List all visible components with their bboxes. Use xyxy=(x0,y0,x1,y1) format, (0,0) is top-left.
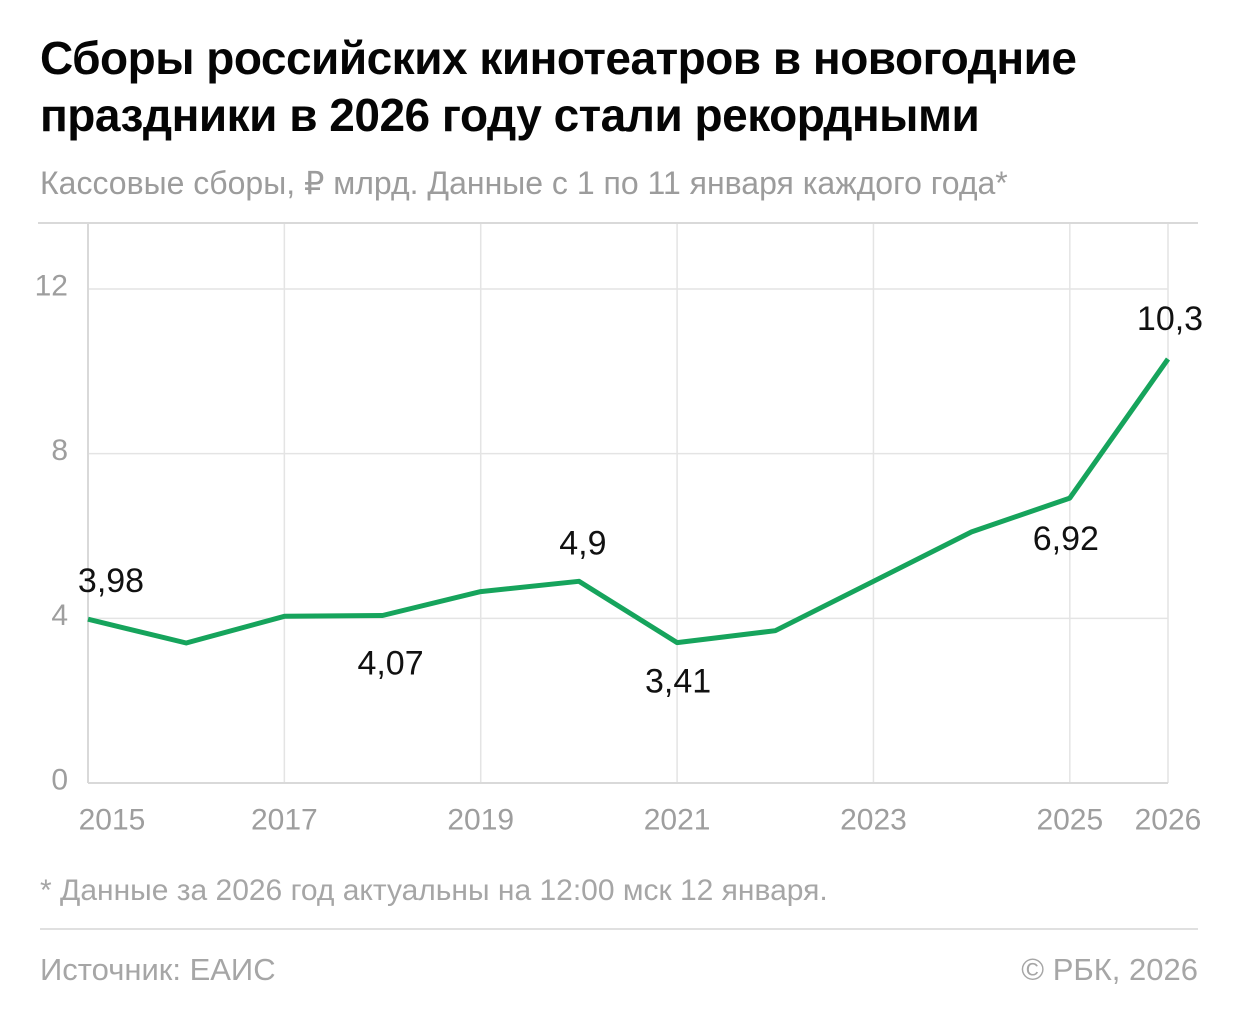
point-label: 3,41 xyxy=(645,663,711,701)
point-label: 4,9 xyxy=(559,524,606,562)
x-tick-label: 2021 xyxy=(644,804,711,837)
x-tick-label: 2023 xyxy=(840,804,907,837)
y-tick-label: 12 xyxy=(35,270,68,303)
chart-subtitle: Кассовые сборы, ₽ млрд. Данные с 1 по 11… xyxy=(40,165,1008,201)
x-tick-label: 2026 xyxy=(1135,804,1202,837)
footer-divider xyxy=(40,928,1198,930)
x-tick-label: 2025 xyxy=(1036,804,1103,837)
y-tick-label: 8 xyxy=(51,434,68,467)
point-label: 6,92 xyxy=(1033,520,1099,558)
x-tick-label: 2019 xyxy=(447,804,514,837)
chart-area: 0 4 8 12 2015 2017 2019 2021 2023 2025 2026 3,98 4,0… xyxy=(35,222,1203,837)
x-tick-label: 2017 xyxy=(251,804,318,837)
point-label: 3,98 xyxy=(78,562,144,600)
series-line xyxy=(87,357,1171,646)
footnote: * Данные за 2026 год актуальны на 12:00 … xyxy=(40,874,828,907)
y-tick-label: 4 xyxy=(51,599,68,632)
source-label: Источник: ЕАИС xyxy=(40,952,276,987)
page-title: Сборы российских кинотеатров в новогодни… xyxy=(40,32,1077,141)
point-label: 4,07 xyxy=(357,644,423,682)
copyright-label: © РБК, 2026 xyxy=(1021,952,1198,987)
y-tick-label: 0 xyxy=(51,764,68,797)
chart-canvas: 0 4 8 12 2015 2017 2019 2021 2023 2025 2026 3,98 4,0… xyxy=(35,222,1203,837)
point-label: 10,3 xyxy=(1137,300,1203,338)
x-tick-label: 2015 xyxy=(79,804,146,837)
